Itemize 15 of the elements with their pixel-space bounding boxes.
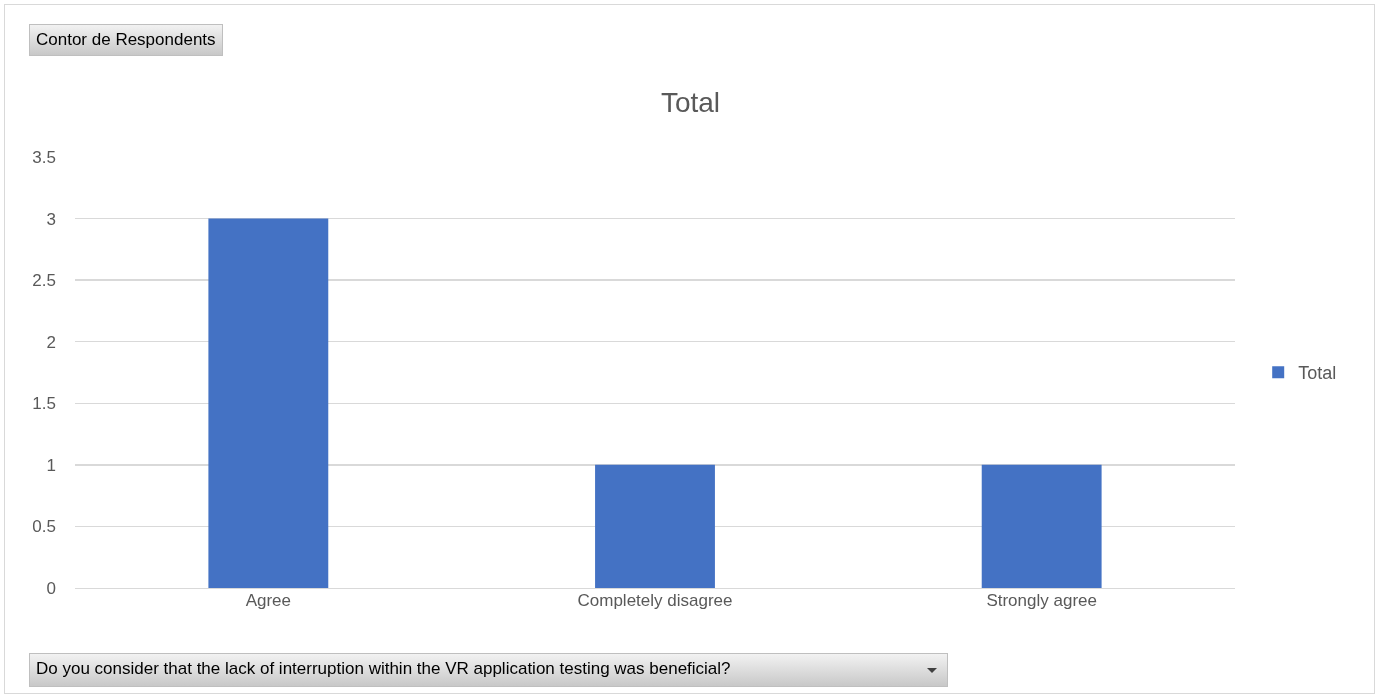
text: Contor de Respondents	[29, 24, 223, 56]
y-tick-label: 0.5	[32, 517, 56, 537]
text: Do you consider that the lack of interruption within the VR application testing was beneficial?	[29, 653, 948, 687]
y-tick-label: 3.5	[32, 147, 56, 167]
chart-title: Total	[660, 86, 721, 118]
y-tick-label: 1.5	[32, 394, 56, 414]
x-tick-label: Completely disagree	[577, 591, 733, 610]
x-tick-label: Strongly agree	[986, 591, 1097, 610]
legend-label: Total	[1298, 363, 1337, 384]
y-tick-label: 3	[46, 209, 56, 229]
y-tick-label: 2.5	[32, 271, 56, 291]
y-tick-label: 0	[46, 578, 56, 598]
y-tick-label: 2	[46, 332, 56, 352]
x-tick-label: Agree	[245, 591, 292, 610]
y-tick-label: 1	[46, 455, 56, 475]
